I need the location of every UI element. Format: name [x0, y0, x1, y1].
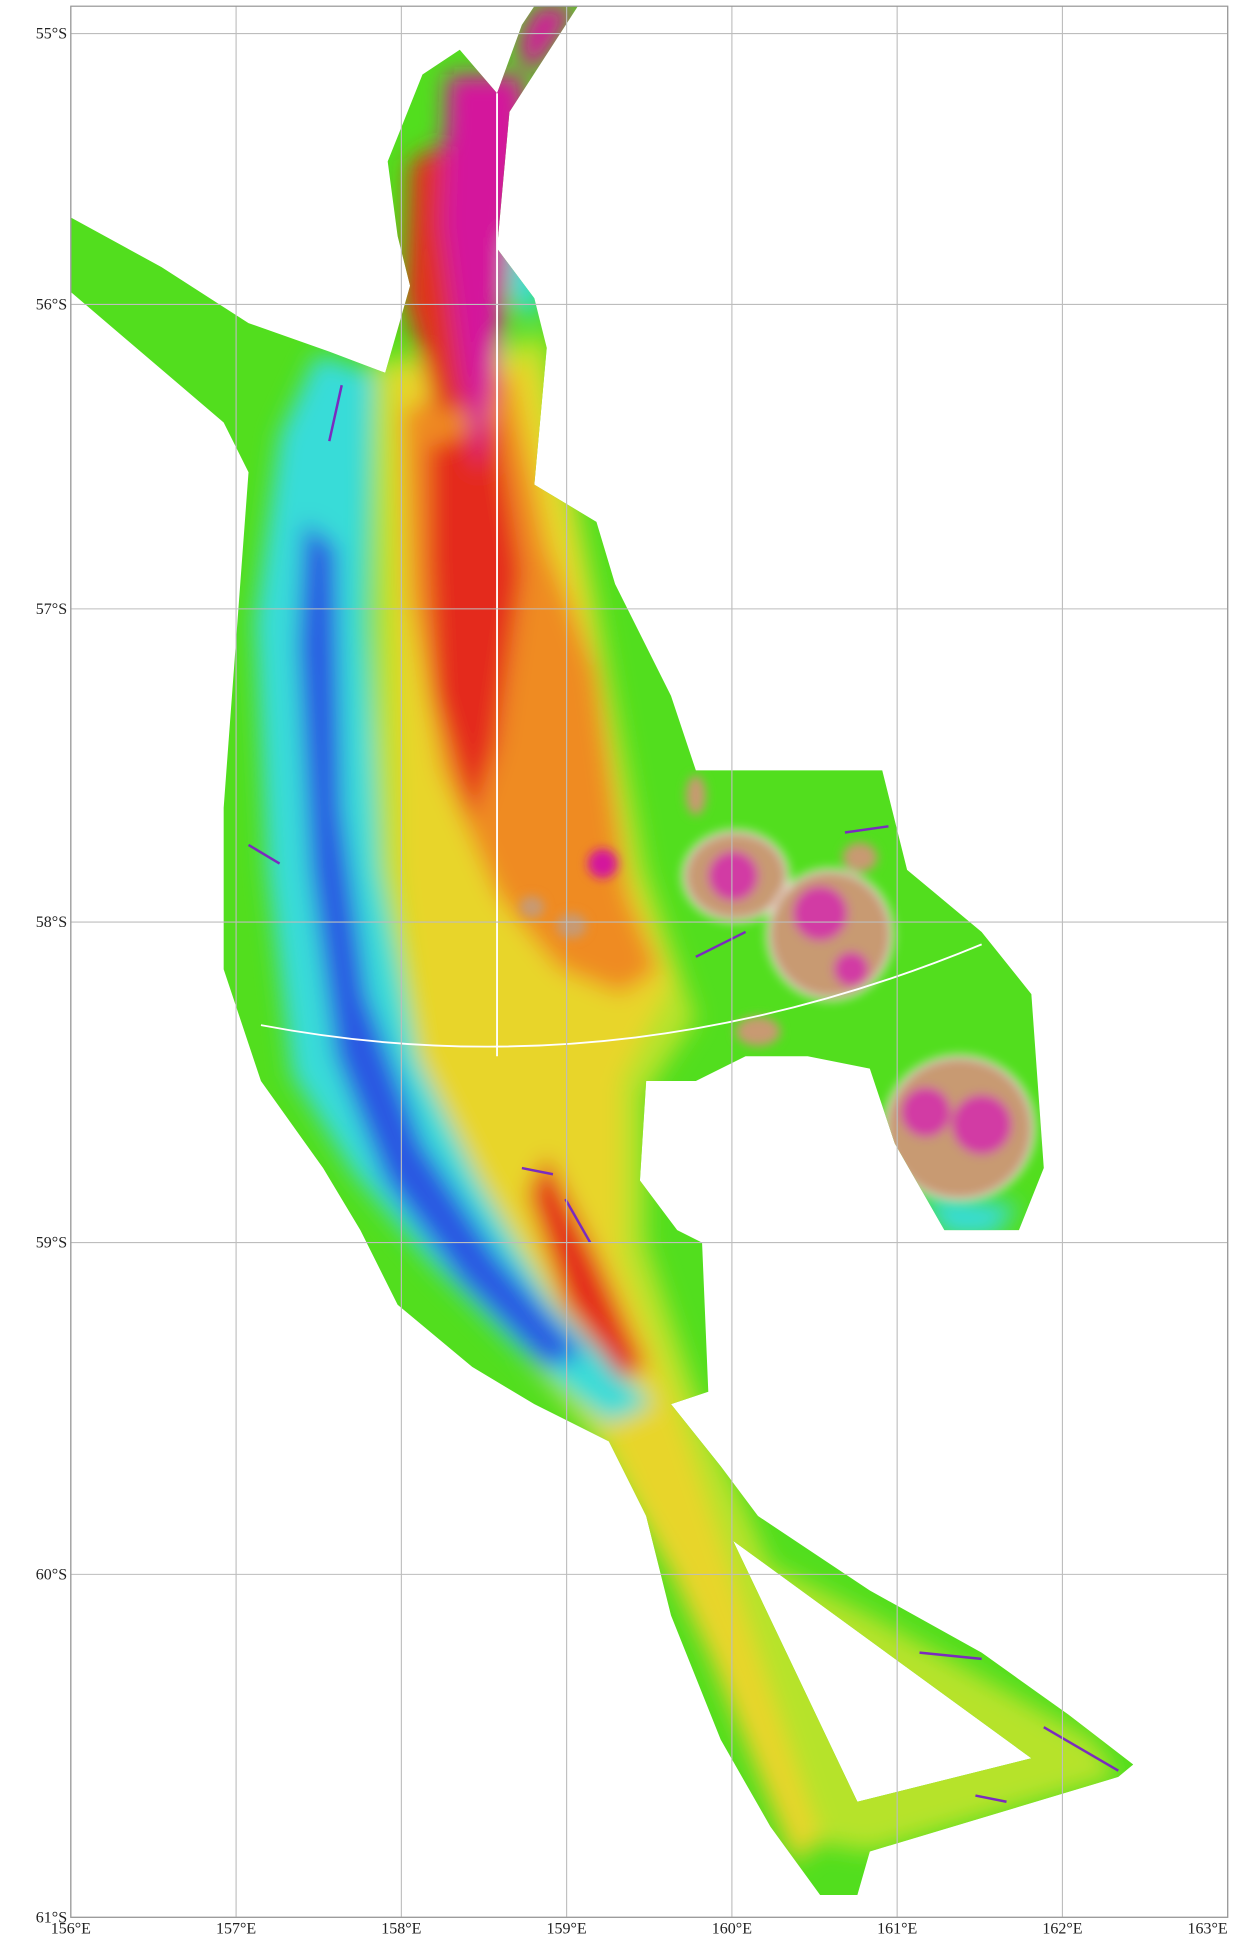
lon-label: 158°E [381, 1920, 421, 1937]
map: 55°S56°S57°S58°S59°S60°S61°S156°E157°E15… [0, 0, 1255, 1939]
bathymetry [0, 0, 1255, 1938]
lon-label: 157°E [216, 1920, 256, 1937]
lat-label: 60°S [36, 1566, 67, 1583]
lon-label: 160°E [712, 1920, 752, 1937]
page: {"map": { "lat_labels": ["55°S", "56°S",… [0, 0, 1255, 1939]
lon-label: 156°E [51, 1920, 91, 1937]
lat-label: 55°S [36, 26, 67, 43]
lat-label: 59°S [36, 1235, 67, 1252]
lat-label: 58°S [36, 914, 67, 931]
lat-label: 56°S [36, 296, 67, 313]
lon-label: 161°E [877, 1920, 917, 1937]
map-body [0, 0, 1255, 1938]
lon-label: 162°E [1042, 1920, 1082, 1937]
lon-label: 159°E [547, 1920, 587, 1937]
lat-label: 57°S [36, 601, 67, 618]
lon-label: 163°E [1188, 1920, 1228, 1937]
